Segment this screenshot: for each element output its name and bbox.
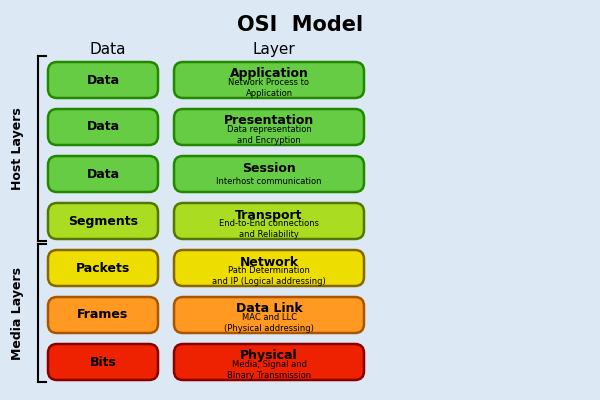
FancyBboxPatch shape	[174, 156, 364, 192]
Text: Data representation
and Encryption: Data representation and Encryption	[227, 125, 311, 145]
Text: End-to-End connections
and Reliability: End-to-End connections and Reliability	[219, 219, 319, 239]
FancyBboxPatch shape	[48, 109, 158, 145]
FancyBboxPatch shape	[48, 297, 158, 333]
Text: Network Process to
Application: Network Process to Application	[229, 78, 310, 98]
FancyBboxPatch shape	[48, 62, 158, 98]
Text: Data: Data	[86, 120, 119, 134]
Text: Data Link: Data Link	[236, 302, 302, 316]
Text: Data: Data	[86, 168, 119, 180]
Text: OSI  Model: OSI Model	[237, 15, 363, 35]
Text: Physical: Physical	[240, 350, 298, 362]
Text: Network: Network	[239, 256, 299, 268]
Text: MAC and LLC
(Physical addressing): MAC and LLC (Physical addressing)	[224, 313, 314, 333]
FancyBboxPatch shape	[174, 203, 364, 239]
Text: Segments: Segments	[68, 214, 138, 228]
FancyBboxPatch shape	[48, 250, 158, 286]
Text: Session: Session	[242, 162, 296, 174]
Text: Presentation: Presentation	[224, 114, 314, 128]
Text: Host Layers: Host Layers	[11, 107, 25, 190]
FancyBboxPatch shape	[48, 203, 158, 239]
FancyBboxPatch shape	[174, 62, 364, 98]
Text: Packets: Packets	[76, 262, 130, 274]
FancyBboxPatch shape	[174, 297, 364, 333]
FancyBboxPatch shape	[174, 250, 364, 286]
Text: Application: Application	[230, 68, 308, 80]
Text: Frames: Frames	[77, 308, 128, 322]
Text: Interhost communication: Interhost communication	[216, 178, 322, 186]
FancyBboxPatch shape	[174, 109, 364, 145]
Text: Path Determination
and IP (Logical addressing): Path Determination and IP (Logical addre…	[212, 266, 326, 286]
Text: Media, Signal and
Binary Transmission: Media, Signal and Binary Transmission	[227, 360, 311, 380]
Text: Layer: Layer	[253, 42, 295, 57]
Text: Data: Data	[90, 42, 126, 57]
Text: Media Layers: Media Layers	[11, 266, 25, 360]
FancyBboxPatch shape	[48, 344, 158, 380]
FancyBboxPatch shape	[48, 156, 158, 192]
Text: Data: Data	[86, 74, 119, 86]
Text: Bits: Bits	[89, 356, 116, 368]
Text: Transport: Transport	[235, 208, 303, 222]
FancyBboxPatch shape	[174, 344, 364, 380]
